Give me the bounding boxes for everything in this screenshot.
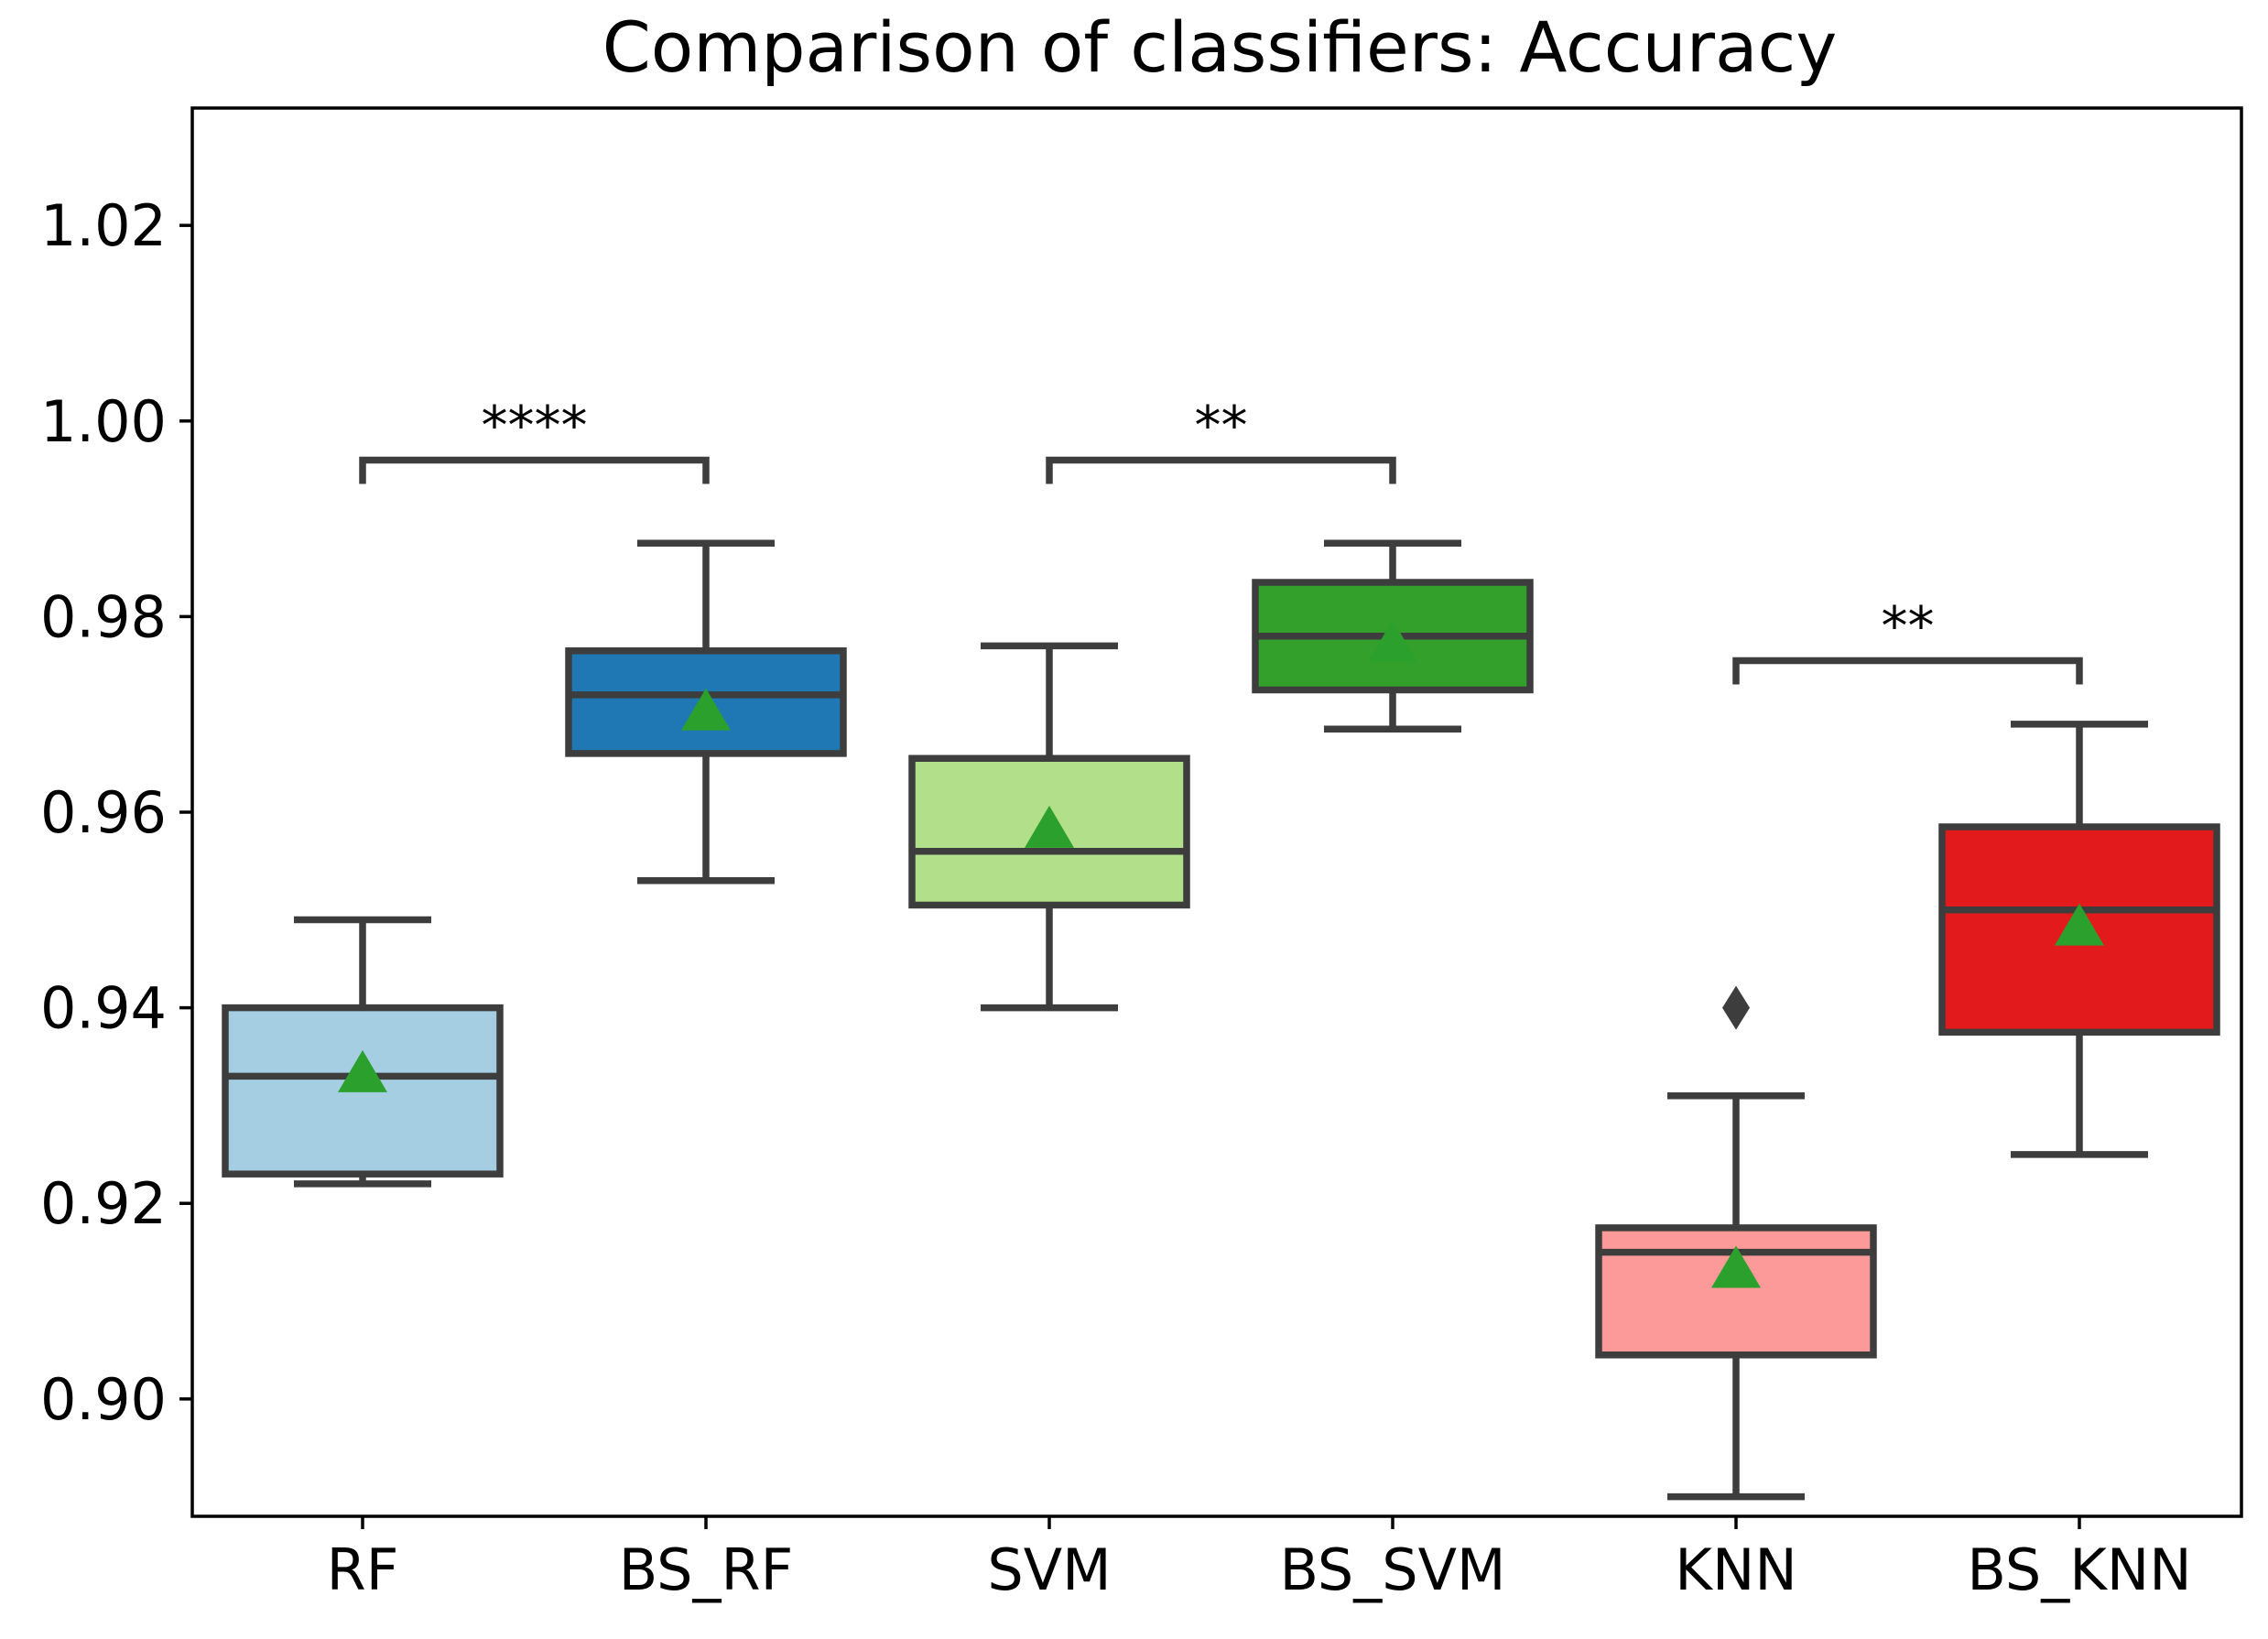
plot-area: 0.90 0.92 0.94 0.96 0.98 1.00 1.02 RF BS_RF SVM BS…	[40, 192, 2220, 1603]
significance-bracket	[359, 456, 710, 484]
box	[222, 1004, 504, 1178]
mean-marker	[1025, 805, 1074, 848]
y-tick-label: 1.00	[40, 388, 167, 455]
x-tick-label: BS_SVM	[1279, 1536, 1505, 1603]
y-tick-label: 0.92	[40, 1170, 167, 1237]
significance-label: **	[1882, 594, 1935, 657]
y-tick-label: 1.02	[40, 192, 167, 259]
significance-bracket	[1046, 456, 1396, 484]
outlier-point	[1722, 985, 1750, 1030]
x-tick-label: SVM	[987, 1536, 1111, 1603]
x-tick-label: RF	[327, 1536, 399, 1603]
chart-title: Comparison of classifiers: Accuracy	[602, 6, 1838, 88]
mean-marker	[338, 1049, 387, 1092]
significance-label: ****	[482, 395, 588, 457]
x-tick-label: KNN	[1675, 1536, 1796, 1603]
mean-marker	[1368, 619, 1417, 662]
mean-marker	[681, 688, 731, 731]
mean-marker	[2055, 903, 2104, 946]
mean-marker	[1711, 1245, 1761, 1288]
significance-label: **	[1195, 395, 1248, 457]
y-tick-label: 0.98	[40, 583, 167, 650]
y-tick-label: 0.90	[40, 1366, 167, 1433]
y-tick-label: 0.94	[40, 975, 167, 1042]
plot-frame	[190, 106, 2243, 1518]
significance-bracket	[1732, 657, 2083, 685]
y-tick-label: 0.96	[40, 779, 167, 846]
x-tick-label: BS_RF	[619, 1536, 794, 1603]
x-tick-label: BS_KNN	[1967, 1536, 2191, 1603]
